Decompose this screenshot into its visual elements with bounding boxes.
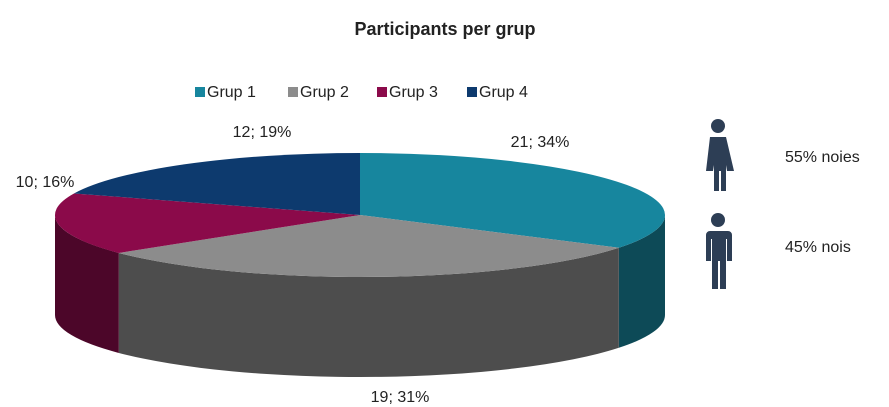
woman-icon <box>706 119 734 191</box>
data-label: 10; 16% <box>16 174 75 191</box>
man-icon <box>706 213 732 289</box>
slice <box>118 215 619 378</box>
slice-top <box>360 153 665 248</box>
chart-title: Participants per grup <box>354 19 535 39</box>
slice-top <box>73 153 361 215</box>
legend-label: Grup 1 <box>207 84 256 101</box>
data-label: 21; 34% <box>511 134 570 151</box>
legend-label: Grup 3 <box>389 84 438 101</box>
slice <box>55 193 361 353</box>
legend-swatch <box>288 87 298 97</box>
slice-top <box>118 215 619 277</box>
legend-swatch <box>467 87 477 97</box>
slice-top <box>55 193 361 253</box>
annotation: 55% noies <box>785 149 860 166</box>
legend-swatch <box>195 87 205 97</box>
slice <box>360 153 665 348</box>
data-label: 12; 19% <box>233 124 292 141</box>
slice-side <box>118 247 619 378</box>
data-label: 19; 31% <box>371 389 430 406</box>
legend-label: Grup 2 <box>300 84 349 101</box>
legend-label: Grup 4 <box>479 84 528 101</box>
slice-side <box>618 215 665 348</box>
annotation: 45% nois <box>785 239 851 256</box>
slice <box>73 153 361 215</box>
legend-swatch <box>377 87 387 97</box>
slice-side <box>55 215 119 353</box>
